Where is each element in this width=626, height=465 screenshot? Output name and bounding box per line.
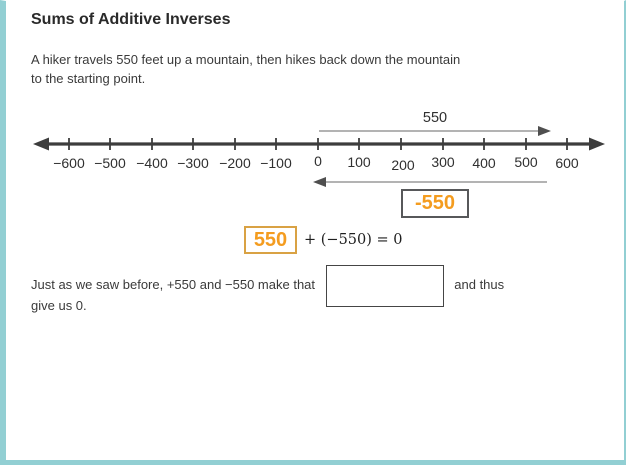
answer-input-box[interactable] — [325, 264, 444, 307]
down-arrow-head-icon — [313, 177, 326, 187]
intro-text: A hiker travels 550 feet up a mountain, … — [31, 50, 460, 88]
up-arrow-head-icon — [538, 126, 551, 136]
intro-line-1: A hiker travels 550 feet up a mountain, … — [31, 52, 461, 67]
tick-label: −200 — [219, 155, 251, 171]
page-title: Sums of Additive Inverses — [31, 11, 231, 28]
conclusion-before-box: Just as we saw before, +550 and −550 mak… — [31, 277, 316, 292]
down-arrow-value-box[interactable]: -550 — [401, 189, 469, 218]
tick-label: 500 — [514, 154, 538, 170]
equation: 550 + (−550) = 0 — [244, 226, 403, 254]
tick-label: 600 — [555, 155, 579, 171]
tick-label: −100 — [260, 155, 292, 171]
tick-label: 200 — [391, 157, 415, 173]
axis-right-arrow-icon — [589, 137, 605, 151]
tick-label: −600 — [53, 155, 85, 171]
tick-label: −300 — [177, 155, 209, 171]
up-arrow-label: 550 — [423, 110, 447, 126]
conclusion-text: Just as we saw before, +550 and −550 mak… — [31, 264, 581, 315]
intro-line-2: to the starting point. — [31, 71, 146, 86]
equation-value-box[interactable]: 550 — [244, 226, 297, 254]
tick-label: 0 — [314, 153, 322, 169]
axis-left-arrow-icon — [33, 137, 49, 151]
number-line: 550 −600 −500 −400 −300 −200 −100 0 100 … — [33, 110, 605, 187]
tick-label: −400 — [136, 155, 168, 171]
tick-label: −500 — [94, 155, 126, 171]
conclusion-after-box: and thus — [454, 277, 505, 292]
tick-label: 300 — [431, 154, 455, 170]
tick-label: 100 — [347, 154, 371, 170]
equation-expression: + (−550) = 0 — [304, 232, 403, 248]
tick-label: 400 — [472, 155, 496, 171]
conclusion-line-2: give us 0. — [31, 297, 87, 313]
